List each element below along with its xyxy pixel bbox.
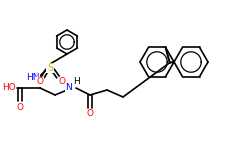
Text: H: H: [74, 78, 80, 87]
Text: O: O: [37, 78, 44, 87]
Text: N: N: [66, 84, 72, 93]
Text: O: O: [86, 110, 93, 118]
Text: S: S: [47, 63, 53, 73]
Text: HN: HN: [26, 72, 40, 81]
Text: HO: HO: [2, 84, 16, 93]
Text: O: O: [16, 102, 23, 111]
Text: O: O: [59, 78, 66, 87]
